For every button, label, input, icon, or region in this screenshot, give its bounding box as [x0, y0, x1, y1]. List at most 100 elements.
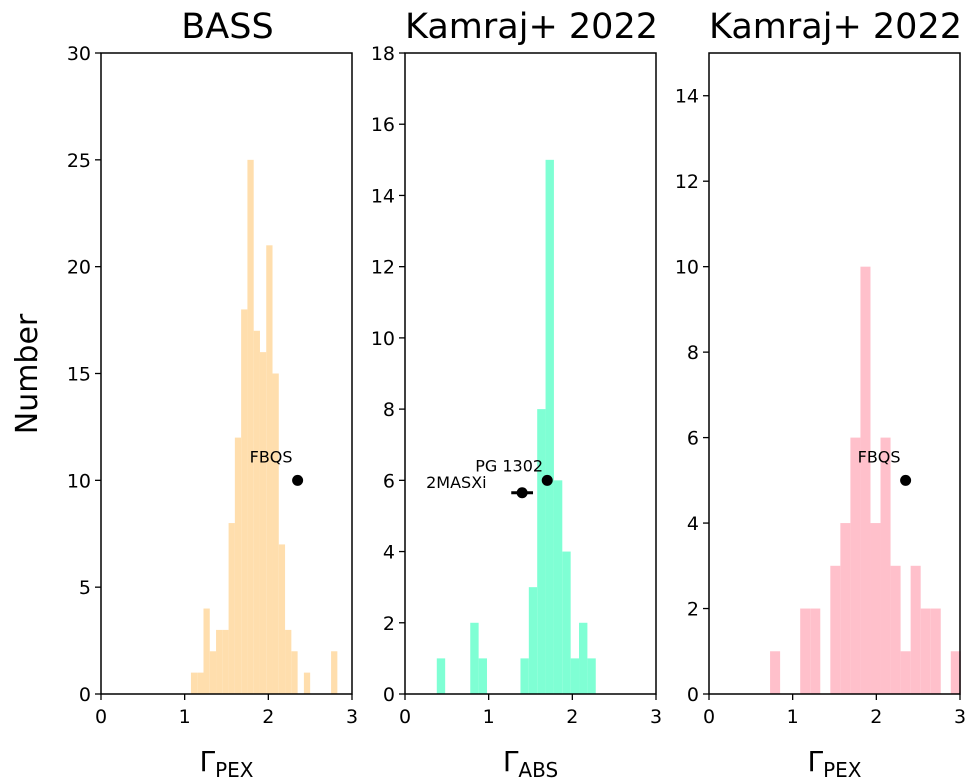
hist-bar — [770, 651, 781, 694]
y-tick-label: 2 — [383, 613, 395, 635]
y-tick-label: 4 — [383, 542, 395, 564]
x-tick-label: 2 — [870, 706, 882, 728]
hist-bar — [562, 551, 571, 694]
axes-frame — [100, 52, 353, 695]
figure-ylabel: Number — [10, 313, 45, 434]
hist-bar — [920, 608, 931, 694]
hist-bar — [190, 672, 198, 694]
hist-bar — [528, 587, 538, 694]
hist-bar — [810, 608, 821, 694]
y-tick-label: 0 — [79, 684, 91, 706]
hist-bar — [266, 245, 273, 695]
y-tick-label: 15 — [67, 364, 91, 386]
hist-bar — [278, 544, 286, 694]
x-axis-label: ΓPEX — [807, 745, 861, 781]
hist-bar — [579, 622, 588, 694]
x-tick-label: 3 — [650, 706, 662, 728]
data-point — [516, 487, 528, 499]
hist-bar — [272, 373, 279, 694]
y-tick-label: 4 — [687, 513, 699, 535]
y-tick-label: 10 — [67, 470, 91, 492]
hist-bar — [241, 309, 248, 694]
x-axis-label: ΓPEX — [199, 745, 253, 781]
point-label: FBQS — [858, 447, 901, 466]
hist-bar — [216, 629, 223, 694]
x-axis-label: ΓABS — [503, 745, 558, 781]
x-tick-label: 1 — [483, 706, 495, 728]
hist-bar — [545, 159, 554, 695]
hist-bar — [247, 159, 254, 695]
x-tick-label: 2 — [566, 706, 578, 728]
y-tick-label: 6 — [383, 470, 395, 492]
x-tick-label: 3 — [954, 706, 966, 728]
y-tick-label: 0 — [383, 684, 395, 706]
y-tick-label: 12 — [371, 257, 395, 279]
hist-bar — [253, 330, 260, 694]
data-point — [541, 474, 553, 486]
hist-bar — [228, 523, 235, 694]
hist-bar — [303, 672, 311, 694]
hist-bar — [910, 565, 921, 694]
hist-bar — [537, 409, 546, 694]
y-tick-label: 30 — [67, 43, 91, 65]
axes-frame — [708, 52, 961, 695]
hist-bar — [950, 651, 961, 694]
hist-bar — [880, 437, 891, 694]
point-label: PG 1302 — [475, 456, 543, 475]
hist-bar — [222, 629, 229, 694]
hist-bar — [587, 658, 596, 694]
hist-bar — [860, 266, 871, 694]
x-tick-label: 3 — [346, 706, 358, 728]
hist-bar — [520, 658, 529, 694]
hist-bar — [234, 437, 242, 694]
hist-bar — [291, 651, 298, 694]
hist-bar — [436, 658, 446, 694]
hist-bar — [890, 565, 901, 694]
y-tick-label: 16 — [371, 114, 395, 136]
point-label: FBQS — [250, 447, 293, 466]
panel-title: BASS — [181, 7, 273, 47]
axes-frame — [404, 52, 657, 695]
x-tick-label: 2 — [262, 706, 274, 728]
hist-bar — [259, 352, 267, 694]
y-tick-label: 18 — [371, 43, 395, 65]
hist-bar — [930, 608, 941, 694]
hist-bar — [209, 651, 217, 694]
y-tick-label: 12 — [675, 171, 699, 193]
hist-bar — [850, 437, 861, 694]
hist-bar — [285, 629, 292, 694]
y-tick-label: 5 — [79, 577, 91, 599]
y-tick-label: 0 — [687, 684, 699, 706]
y-tick-label: 6 — [687, 428, 699, 450]
panel-title: Kamraj+ 2022 — [709, 7, 962, 47]
y-tick-label: 14 — [675, 86, 699, 108]
x-tick-label: 1 — [179, 706, 191, 728]
hist-bar — [203, 608, 210, 694]
y-tick-label: 10 — [371, 328, 395, 350]
y-tick-label: 20 — [67, 257, 91, 279]
hist-bar — [470, 622, 479, 694]
y-tick-label: 2 — [687, 599, 699, 621]
hist-bar — [840, 523, 851, 694]
hist-bar — [870, 523, 881, 694]
x-tick-label: 0 — [399, 706, 411, 728]
y-tick-label: 8 — [383, 399, 395, 421]
x-tick-label: 0 — [95, 706, 107, 728]
hist-bar — [478, 658, 487, 694]
data-point — [900, 474, 912, 486]
data-point — [292, 474, 304, 486]
x-tick-label: 0 — [703, 706, 715, 728]
hist-bar — [800, 608, 811, 694]
point-label: 2MASXi — [426, 473, 487, 492]
hist-bar — [830, 565, 841, 694]
panel-title: Kamraj+ 2022 — [405, 7, 658, 47]
hist-bar — [197, 672, 204, 694]
x-tick-label: 1 — [787, 706, 799, 728]
y-tick-label: 14 — [371, 185, 395, 207]
y-tick-label: 25 — [67, 150, 91, 172]
y-tick-label: 8 — [687, 342, 699, 364]
